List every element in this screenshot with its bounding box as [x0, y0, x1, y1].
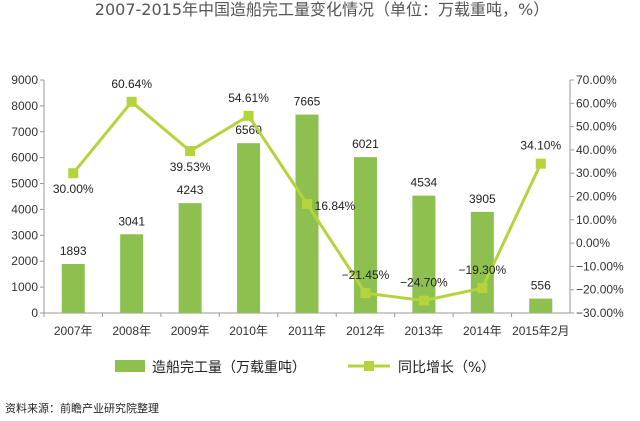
line-data-label: −21.45% [342, 268, 390, 282]
bar-data-label: 1893 [60, 244, 87, 258]
line-marker [302, 198, 312, 209]
legend: 造船完工量（万载重吨） 同比增长（%） [115, 360, 495, 376]
legend-swatch-line-marker [364, 361, 374, 371]
line-data-label: −24.70% [400, 276, 448, 290]
y-left-tick-label: 5000 [11, 177, 38, 191]
y-left-tick-label: 8000 [11, 99, 38, 113]
line-series: 30.00% 60.64% 39.53% 54.61% 16.84% −21.45% −24… [53, 77, 561, 306]
line-marker [185, 145, 196, 156]
legend-swatch-bar [115, 360, 145, 372]
x-tick-label: 2009年 [171, 324, 210, 338]
line-data-label: 34.10% [520, 139, 561, 153]
line-data-label: 60.64% [111, 77, 152, 91]
chart-title: 2007-2015年中国造船完工量变化情况（单位：万载重吨，%） [95, 0, 549, 19]
y-right-tick-label: 60.00% [576, 96, 617, 110]
y-left-tick-label: 9000 [11, 73, 38, 87]
line-data-label: 16.84% [315, 199, 356, 213]
line-data-label: 54.61% [228, 91, 269, 105]
y-left-tick-label: 0 [31, 306, 38, 320]
legend-label-bar: 造船完工量（万载重吨） [152, 360, 306, 376]
bar [120, 234, 144, 313]
bar-data-label: 3041 [118, 214, 145, 228]
y-right-tick-label: −10.00% [576, 259, 624, 273]
bar [237, 143, 261, 313]
line-data-label: 39.53% [170, 160, 211, 174]
bar [529, 298, 553, 313]
y-left-tick-label: 2000 [11, 254, 38, 268]
bar-data-label: 6021 [352, 137, 379, 151]
y-left-tick-label: 7000 [11, 125, 38, 139]
axes-group: 0 1000 2000 3000 4000 5000 6000 7000 8000 9000 −30… [11, 73, 624, 338]
y-right-tick-label: −30.00% [576, 306, 624, 320]
y-right-tick-label: 50.00% [576, 120, 617, 134]
y-right-tick-label: 30.00% [576, 166, 617, 180]
bar [295, 114, 319, 313]
bar [178, 203, 202, 313]
line-marker [360, 288, 371, 299]
y-right-tick-label: 0.00% [576, 236, 610, 250]
x-tick-label: 2011年 [288, 324, 326, 338]
y-left-tick-label: 1000 [11, 280, 38, 294]
line-marker [243, 110, 254, 121]
bar-data-label: 556 [531, 279, 551, 293]
line-marker [477, 283, 488, 294]
x-tick-label: 2013年 [405, 324, 444, 338]
source-note: 资料来源：前瞻产业研究院整理 [5, 401, 159, 415]
legend-label-line: 同比增长（%） [398, 360, 495, 376]
bar [412, 195, 436, 313]
line-marker [126, 96, 137, 107]
y-left-tick-label: 4000 [11, 202, 38, 216]
line-marker [418, 295, 429, 306]
y-right-tick-label: 10.00% [576, 213, 617, 227]
bar [61, 263, 85, 313]
y-left-tick-label: 6000 [11, 151, 38, 165]
x-tick-label: 2012年 [346, 324, 385, 338]
bar-data-label: 3905 [469, 192, 496, 206]
line-marker [68, 168, 79, 179]
line-data-label: −19.30% [458, 263, 506, 277]
bar-data-label: 4534 [411, 176, 438, 190]
x-tick-label: 2008年 [112, 324, 151, 338]
bar [353, 157, 377, 313]
bar-data-label: 7665 [294, 95, 321, 109]
line-marker [535, 158, 546, 169]
x-tick-label: 2010年 [229, 324, 268, 338]
x-tick-label: 2015年2月 [512, 324, 569, 338]
x-tick-label: 2014年 [463, 324, 502, 338]
y-right-tick-label: 40.00% [576, 143, 617, 157]
y-right-tick-label: −20.00% [576, 283, 624, 297]
y-right-tick-label: 70.00% [576, 73, 617, 87]
bar [470, 211, 494, 313]
line-data-label: 30.00% [53, 182, 94, 196]
x-tick-label: 2007年 [54, 324, 93, 338]
y-left-tick-label: 3000 [11, 228, 38, 242]
y-right-tick-label: 20.00% [576, 190, 617, 204]
bar-data-label: 4243 [177, 183, 204, 197]
